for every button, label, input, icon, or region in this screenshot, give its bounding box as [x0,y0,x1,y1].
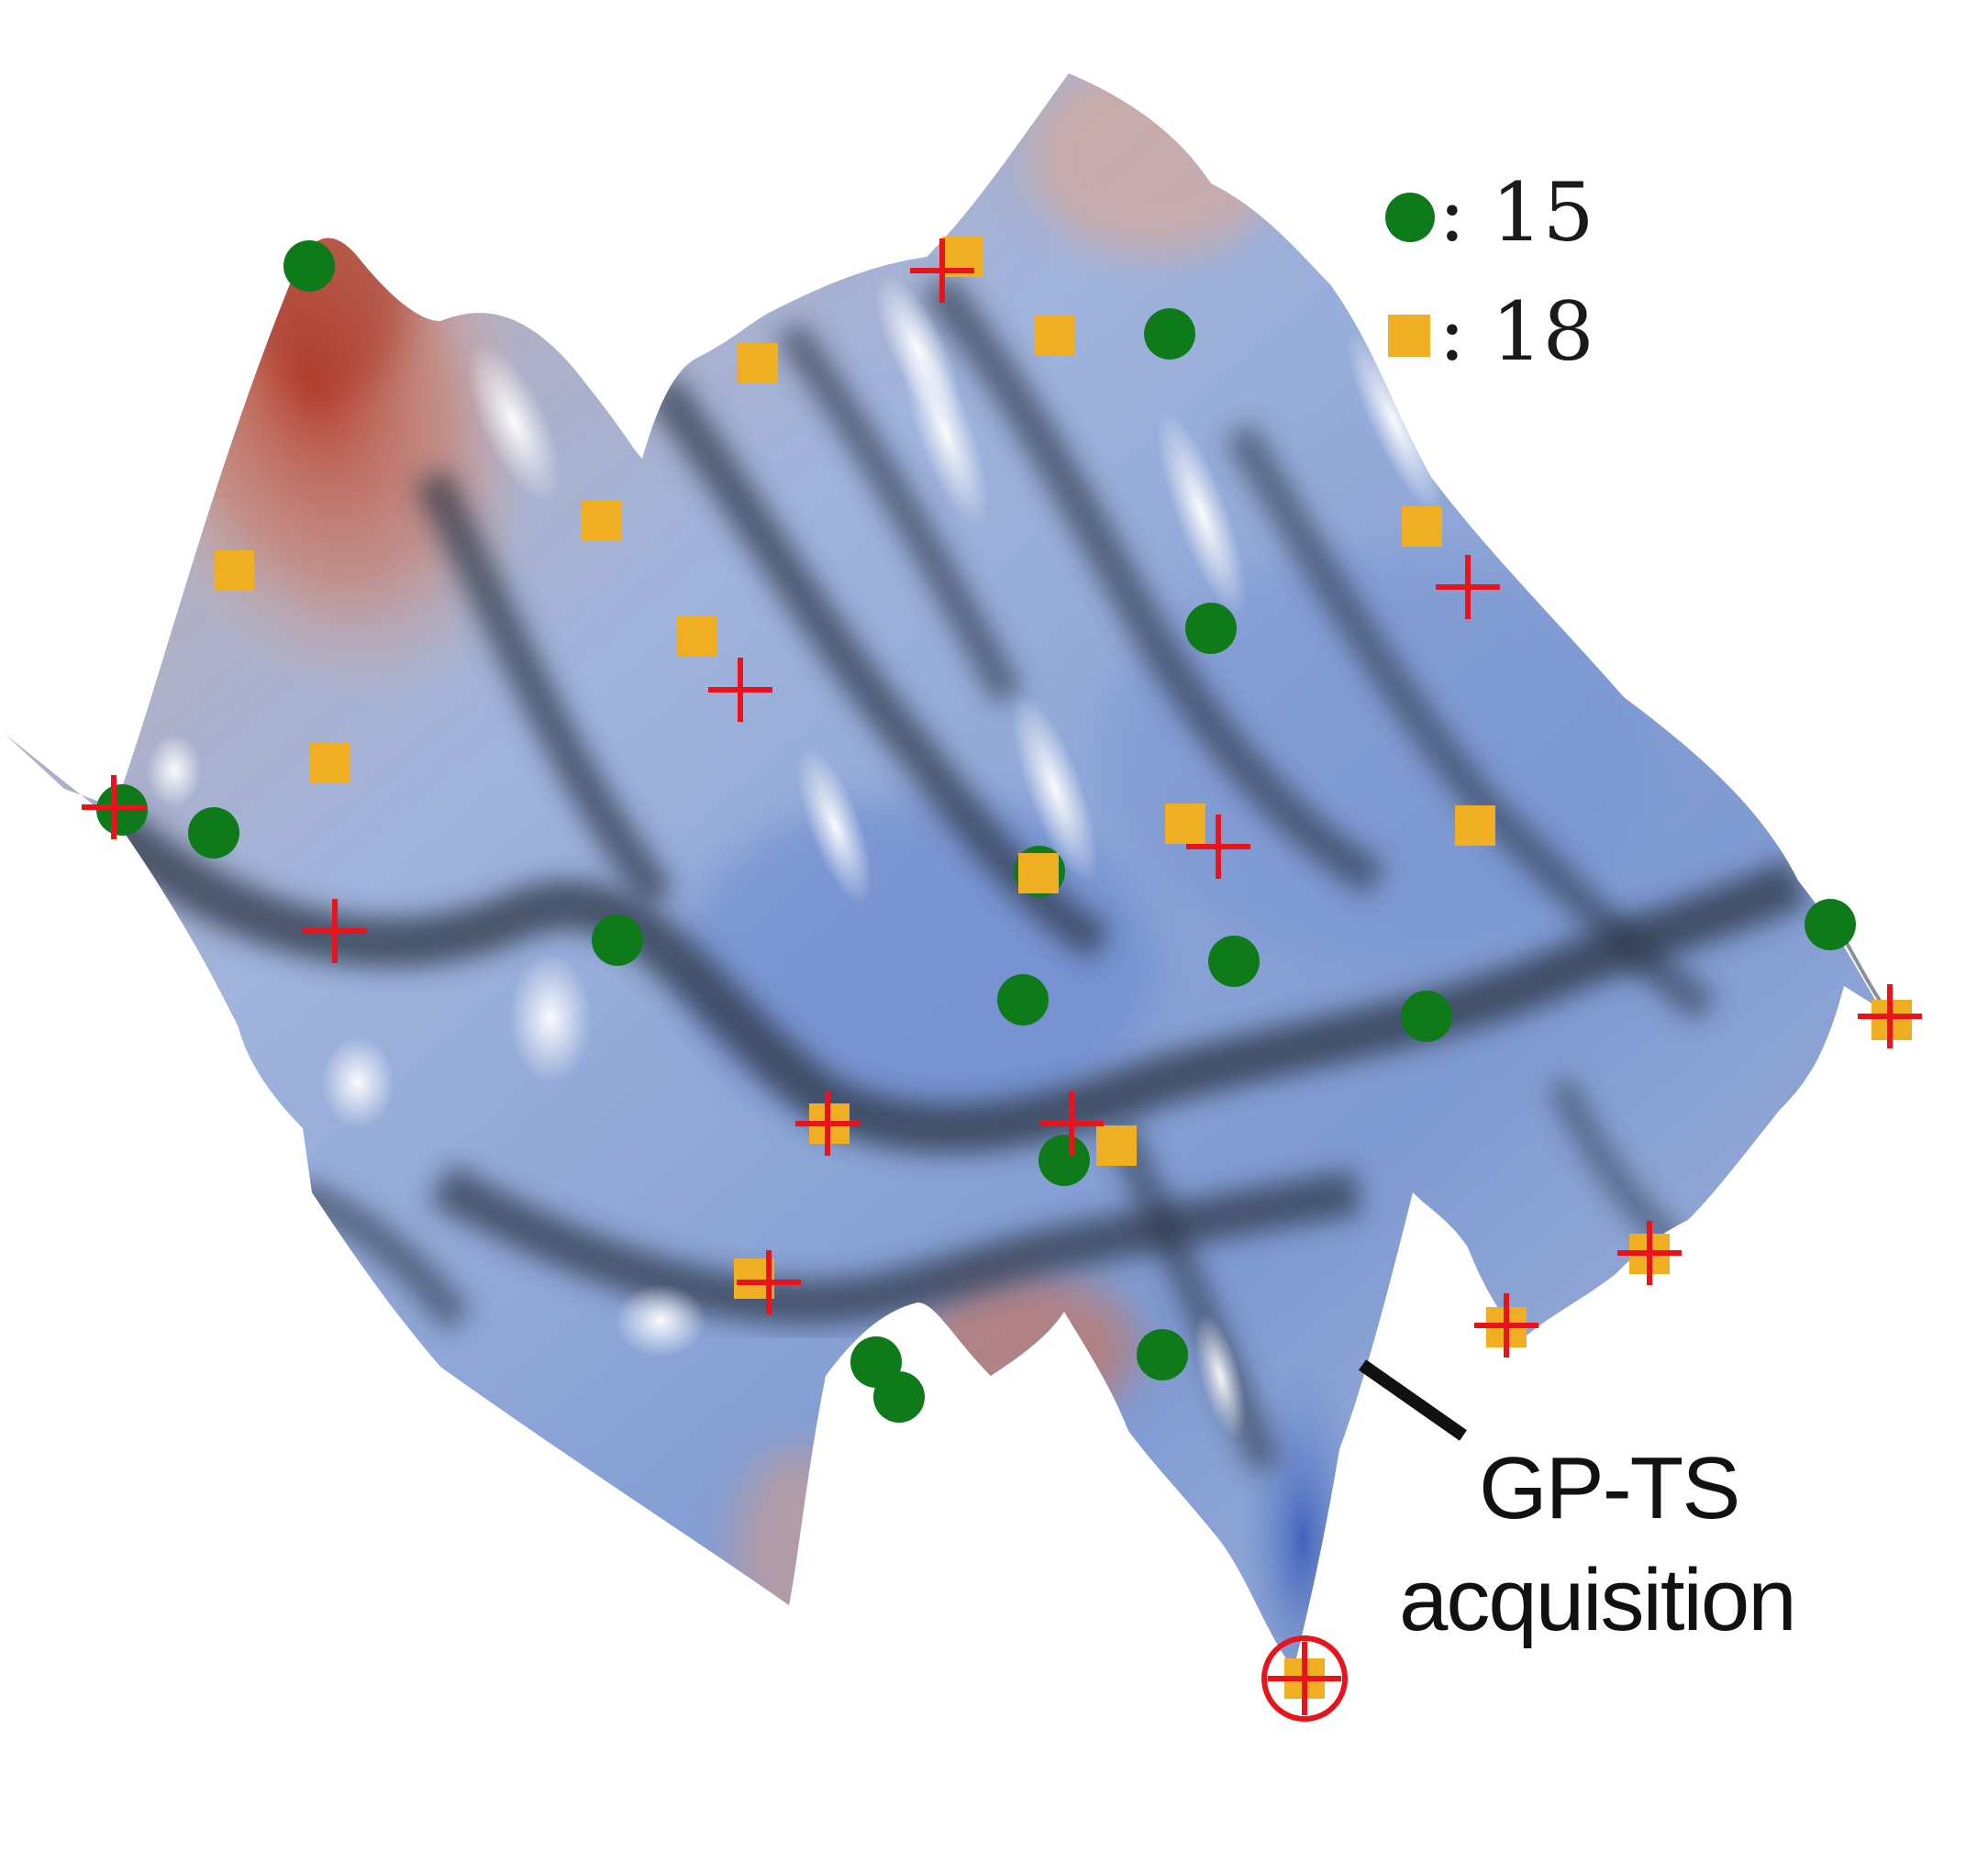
circle-marker [592,914,643,966]
legend-square-label: : 18 [1438,284,1594,379]
square-marker [1035,316,1075,356]
cross-marker [1436,555,1500,619]
legend-square-icon [1388,315,1430,357]
acquisition-marker [1261,1635,1348,1722]
cross-marker [1617,1221,1682,1285]
square-marker [310,743,350,783]
cross-marker [82,775,146,839]
cross-marker [1039,1092,1104,1156]
circle-marker [188,807,239,859]
cross-markers [82,238,1922,1358]
square-marker [1096,1125,1137,1166]
square-marker [581,500,621,540]
circle-marker [1038,1135,1090,1186]
cross-marker [708,658,772,722]
cross-marker [303,899,367,963]
legend-circle-icon [1385,193,1435,242]
square-marker [738,343,778,383]
circle-marker [1208,936,1260,987]
cross-marker [1858,984,1922,1048]
circle-marker [1185,603,1237,654]
square-marker [1018,853,1059,893]
cross-marker [910,238,974,303]
circle-marker [283,240,335,292]
cross-marker [737,1250,801,1314]
circle-marker [1805,899,1856,950]
cross-marker [1186,815,1250,879]
circle-marker [1401,991,1452,1042]
square-marker [1165,804,1205,844]
square-marker [1455,805,1495,846]
annotation-pointer [1358,1359,1468,1441]
circle-marker [1137,1329,1188,1380]
circle-marker [873,1371,925,1423]
cross-marker [1474,1293,1538,1358]
square-marker [1402,506,1442,547]
circle-marker [1144,308,1195,360]
circle-marker [997,974,1049,1025]
legend-circle-label: : 15 [1438,165,1594,260]
square-marker [677,616,717,657]
square-marker [214,550,254,591]
cross-marker [795,1092,860,1156]
annotation-line1: GP-TS [1479,1439,1738,1537]
legend: : 15 : 18 [1385,165,1594,379]
annotation-line2: acquisition [1399,1551,1795,1649]
